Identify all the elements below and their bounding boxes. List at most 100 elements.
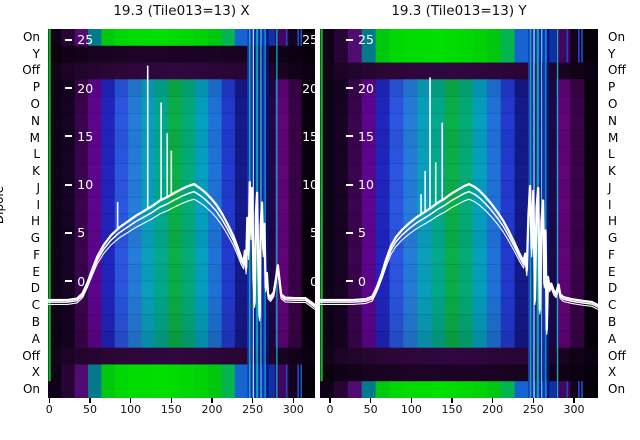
dipole-row-label: G (30, 231, 40, 246)
y-tick-value: 20 (77, 80, 94, 96)
title-y-pol: 19.3 (Tile013=13) Y (391, 3, 527, 19)
y-tick-mark (65, 87, 73, 89)
dipole-row-label: On (608, 382, 626, 397)
y-tick-mark (346, 232, 353, 234)
dipole-row-label: On (22, 29, 40, 44)
y-tick-label-right: 0 (310, 273, 315, 289)
y-tick-mark (65, 135, 73, 138)
dipole-row-label: Off (608, 348, 626, 363)
y-tick-mark (346, 135, 353, 138)
x-tick-mark (370, 398, 372, 403)
x-tick-mark (170, 398, 172, 403)
dipole-row-label: P (32, 80, 40, 95)
x-tick-mark (48, 398, 50, 403)
x-tick-label: 150 (441, 403, 463, 416)
heatmap-canvas-y (320, 29, 598, 398)
heatmap-panel-y: 25 20 15 10 5 0 (320, 29, 598, 398)
dipole-row-label: K (32, 164, 40, 179)
x-tick-mark (130, 398, 132, 403)
dipole-labels-left: On Y Off P O N M L K J I H G F E D C B A Off X On (0, 29, 40, 398)
dipole-row-label: E (608, 264, 616, 279)
dipole-row-label: H (608, 214, 618, 229)
dipole-row-label: I (608, 197, 612, 212)
y-tick-label: 25 (65, 32, 93, 48)
dipole-row-label: Off (608, 63, 626, 78)
x-tick-label: 200 (482, 403, 504, 416)
y-tick-label-right: 5 (310, 225, 315, 241)
x-tick-label: 150 (160, 403, 182, 416)
dipole-row-label: X (608, 365, 617, 380)
y-tick-mark (346, 280, 353, 283)
y-tick-label-right: 10 (302, 177, 315, 193)
x-tick-label: 300 (282, 403, 304, 416)
y-tick-label: 15 (65, 129, 93, 145)
y-tick-label: 20 (65, 81, 93, 97)
x-tick-label: 50 (363, 403, 378, 416)
x-tick-label: 100 (120, 403, 142, 416)
x-tick-label: 250 (242, 403, 264, 416)
y-tick-mark (346, 183, 353, 186)
dipole-row-label: A (31, 331, 40, 346)
x-tick-mark (252, 398, 254, 403)
dipole-row-label: M (29, 130, 40, 145)
x-tick-label: 0 (326, 403, 334, 416)
dipole-row-label: C (31, 298, 40, 313)
dipole-row-label: Y (608, 46, 616, 61)
x-tick-label: 50 (82, 403, 97, 416)
y-tick-mark (346, 38, 353, 41)
x-tick-mark (329, 398, 331, 403)
x-tick-label: 100 (400, 403, 422, 416)
x-tick-label: 250 (522, 403, 544, 416)
dipole-row-label: Off (22, 348, 40, 363)
dipole-row-label: A (608, 331, 617, 346)
y-tick-value: 10 (358, 177, 374, 193)
y-tick-value: 25 (358, 32, 374, 48)
y-tick-value: 10 (77, 177, 94, 193)
y-tick-value: 0 (358, 273, 366, 289)
dipole-row-label: E (32, 264, 40, 279)
title-x-pol: 19.3 (Tile013=13) X (113, 3, 250, 19)
y-tick-value: 0 (77, 273, 86, 289)
y-tick-mark (346, 87, 353, 89)
dipole-row-label: H (30, 214, 40, 229)
y-tick-label: 20 (346, 81, 374, 97)
y-tick-label: 5 (346, 225, 366, 241)
heatmap-canvas-x (48, 29, 315, 398)
y-tick-value: 5 (77, 225, 86, 241)
dipole-labels-right: On Y Off P O N M L K J I H G F E D C B A Off X On (608, 29, 640, 398)
x-tick-mark (292, 398, 294, 403)
heatmap-panel-x: 25 25 20 20 15 15 10 10 5 5 0 0 (48, 29, 315, 398)
x-tick-mark (532, 398, 534, 403)
dipole-row-label: J (36, 180, 40, 195)
y-tick-label: 10 (65, 177, 93, 193)
dipole-row-label: D (30, 281, 40, 296)
y-tick-value: 15 (77, 128, 94, 144)
dipole-row-label: B (31, 315, 40, 330)
y-tick-value: 20 (358, 80, 374, 96)
dipole-row-label: L (608, 147, 615, 162)
y-tick-value: 15 (358, 128, 374, 144)
dipole-row-label: X (31, 365, 40, 380)
x-tick-label: 0 (45, 403, 53, 416)
y-tick-value: 25 (77, 32, 94, 48)
y-tick-label: 0 (346, 274, 366, 290)
dipole-row-label: D (608, 281, 618, 296)
y-tick-mark (65, 38, 73, 41)
dipole-row-label: F (608, 247, 615, 262)
dipole-row-label: F (33, 247, 40, 262)
dipole-row-label: B (608, 315, 617, 330)
dipole-row-label: I (36, 197, 40, 212)
y-tick-value: 5 (358, 225, 366, 241)
x-tick-mark (89, 398, 91, 403)
dipole-row-label: J (608, 180, 612, 195)
x-tick-mark (492, 398, 494, 403)
y-tick-label: 10 (346, 177, 374, 193)
dipole-row-label: N (608, 113, 617, 128)
x-tick-mark (410, 398, 412, 403)
y-tick-mark (65, 183, 73, 186)
dipole-row-label: Y (32, 46, 40, 61)
y-tick-label: 25 (346, 32, 374, 48)
y-tick-label: 0 (65, 274, 85, 290)
dipole-row-label: On (608, 29, 626, 44)
